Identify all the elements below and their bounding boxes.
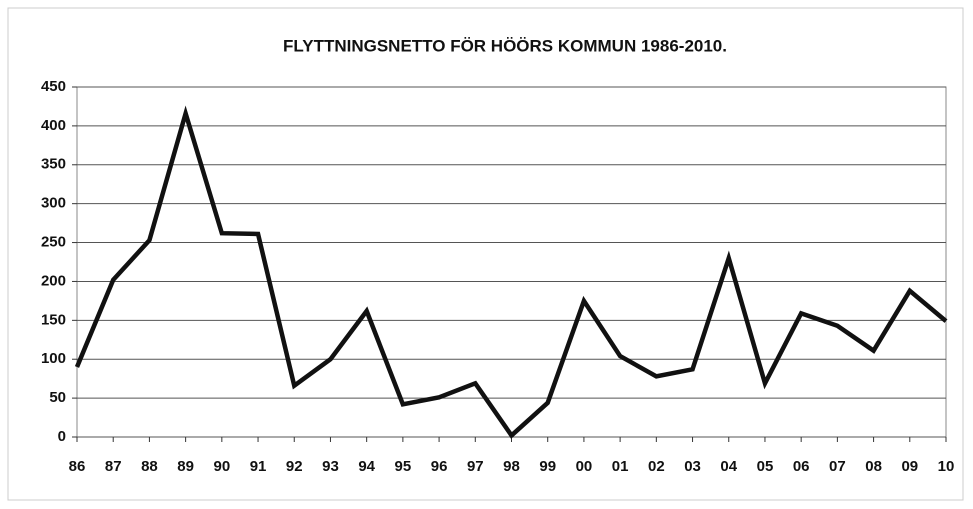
- y-tick-label: 450: [41, 78, 66, 95]
- x-tick-label: 89: [177, 458, 194, 475]
- x-tick-label: 03: [684, 458, 701, 475]
- x-tick-label: 86: [69, 458, 86, 475]
- x-tick-label: 94: [358, 458, 375, 475]
- x-tick-label: 87: [105, 458, 122, 475]
- chart-frame: [7, 7, 964, 501]
- x-tick-label: 06: [793, 458, 810, 475]
- x-tick-label: 90: [213, 458, 230, 475]
- y-tick-label: 300: [41, 195, 66, 212]
- y-tick-label: 150: [41, 311, 66, 328]
- y-tick-label: 350: [41, 156, 66, 173]
- x-tick-label: 04: [720, 458, 737, 475]
- x-tick-label: 96: [431, 458, 448, 475]
- x-tick-label: 95: [395, 458, 412, 475]
- x-tick-label: 88: [141, 458, 158, 475]
- x-tick-label: 92: [286, 458, 303, 475]
- y-tick-label: 400: [41, 117, 66, 134]
- x-tick-label: 93: [322, 458, 339, 475]
- data-line: [74, 105, 948, 439]
- x-tick-label: 91: [250, 458, 267, 475]
- y-tick-label: 250: [41, 234, 66, 251]
- x-tick-label: 05: [757, 458, 774, 475]
- x-tick-label: 07: [829, 458, 846, 475]
- y-tick-label: 50: [49, 389, 66, 406]
- y-tick-label: 0: [58, 428, 66, 445]
- x-tick-label: 02: [648, 458, 665, 475]
- x-tick-label: 08: [865, 458, 882, 475]
- x-tick-label: 00: [576, 458, 593, 475]
- chart-title: FLYTTNINGSNETTO FÖR HÖÖRS KOMMUN 1986-20…: [283, 36, 727, 55]
- y-tick-label: 200: [41, 272, 66, 289]
- x-tick-label: 09: [901, 458, 918, 475]
- x-tick-label: 98: [503, 458, 520, 475]
- y-tick-label: 100: [41, 350, 66, 367]
- x-tick-label: 01: [612, 458, 629, 475]
- x-tick-label: 97: [467, 458, 484, 475]
- x-tick-label: 10: [938, 458, 955, 475]
- x-tick-label: 99: [539, 458, 556, 475]
